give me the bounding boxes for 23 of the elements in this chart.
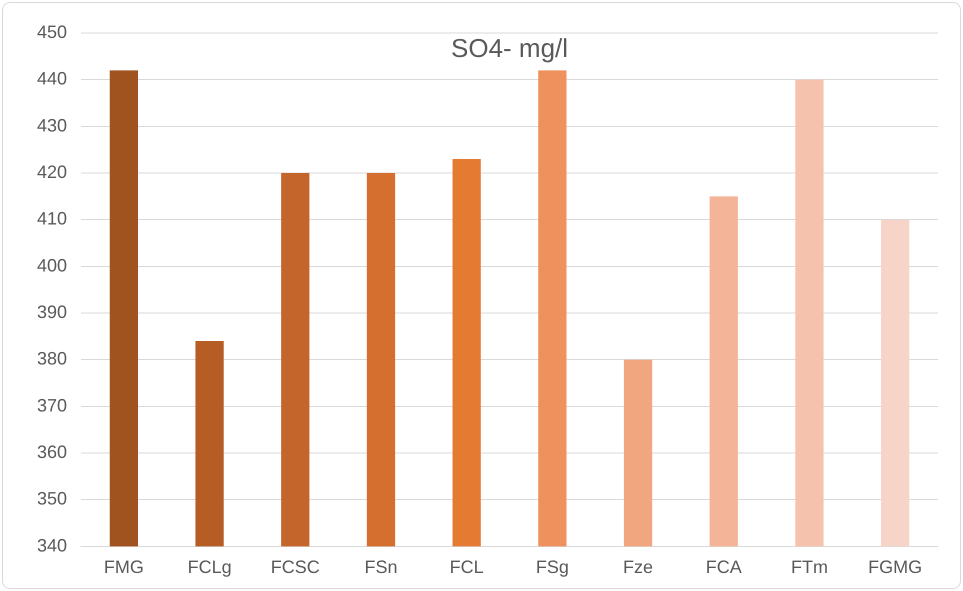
y-tick-label: 370 [36,395,68,416]
x-tick-label: FGMG [868,557,922,578]
x-tick-label: FCL [450,557,484,578]
x-tick-label: FSn [364,557,398,578]
x-tick-label: FSg [536,557,569,578]
y-tick-label: 450 [36,22,68,42]
x-tick-label: FCLg [188,557,232,578]
x-tick-label: FTm [790,557,828,578]
y-tick-label: 400 [36,255,68,276]
y-tick-label: 380 [36,348,68,369]
chart-title: SO4- mg/l [451,33,568,64]
x-tick-label: FCA [706,557,742,578]
y-tick-label: 340 [36,535,68,556]
y-tick-label: 440 [36,68,68,89]
y-tick-label: 350 [36,488,68,509]
y-tick-label: 390 [36,302,68,322]
y-tick-label: 410 [36,208,68,229]
y-tick-label: 430 [36,115,68,136]
y-tick-label: 420 [36,162,68,182]
x-tick-label: Fze [623,557,654,578]
x-tick-label: FCSC [270,557,320,578]
y-tick-label: 360 [36,442,68,462]
x-tick-label: FMG [104,557,144,578]
